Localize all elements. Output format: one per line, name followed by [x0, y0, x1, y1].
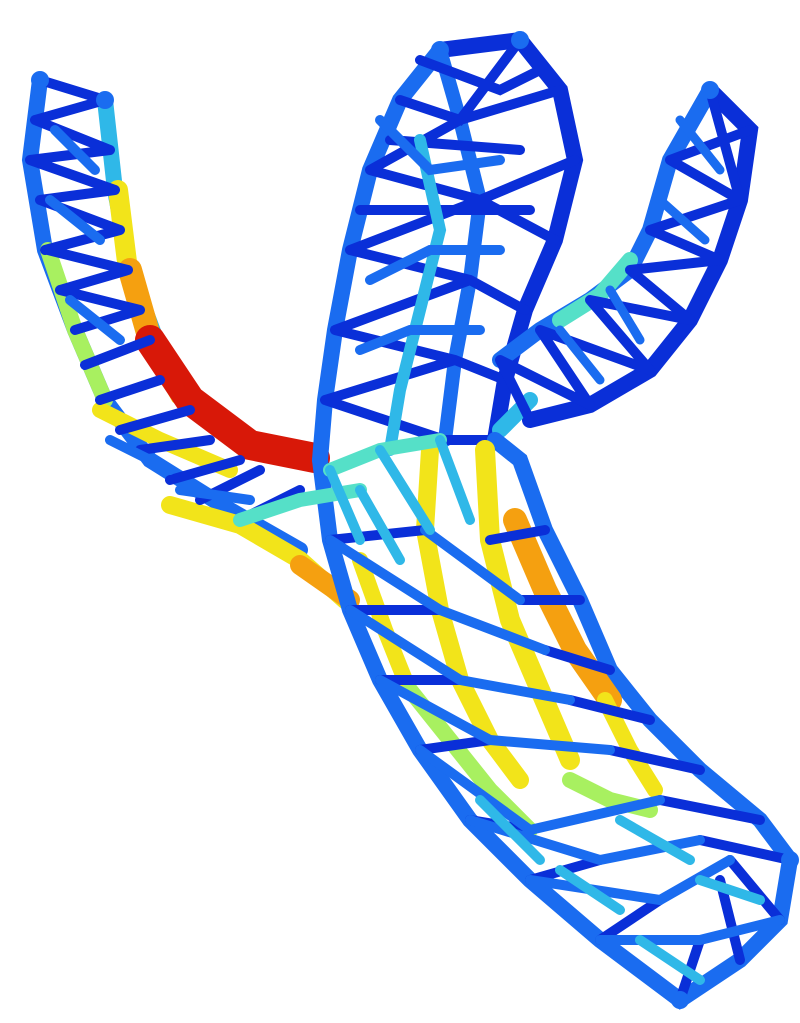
left-arm	[21, 72, 360, 610]
right-arm	[492, 82, 759, 438]
junction-nodes	[31, 31, 799, 1009]
trunk	[233, 432, 799, 1010]
